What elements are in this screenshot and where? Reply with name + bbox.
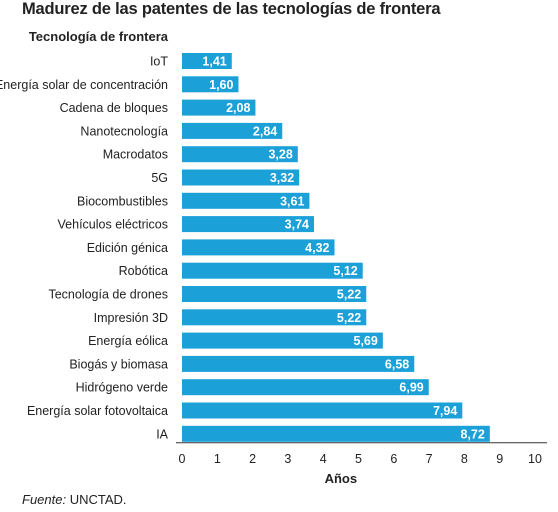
bar-value-label: 5,12	[333, 264, 357, 278]
bar	[182, 355, 415, 372]
category-label: IA	[156, 427, 168, 441]
x-tick-label: 6	[390, 452, 397, 466]
bars-group: IoT 1,41 Energía solar de concentración 1,6…	[0, 53, 490, 442]
bar	[182, 169, 300, 186]
chart-title: Madurez de las patentes de las tecnologí…	[22, 0, 441, 18]
x-tick-label: 5	[355, 452, 362, 466]
bar-value-label: 3,74	[285, 218, 309, 232]
bar-value-label: 5,22	[337, 288, 361, 302]
bar	[182, 53, 232, 69]
x-tick-label: 7	[426, 452, 433, 466]
x-tick-label: 0	[179, 452, 186, 466]
bar-value-label: 2,08	[226, 101, 250, 115]
bar	[182, 286, 367, 302]
x-tick-label: 3	[284, 452, 291, 466]
bar-value-label: 6,58	[385, 357, 409, 371]
bar	[182, 192, 310, 209]
bar-value-label: 3,61	[280, 194, 304, 208]
category-label: Robótica	[119, 264, 168, 278]
bar-value-label: 8,72	[460, 427, 484, 441]
bar	[182, 309, 367, 326]
bar-value-label: 3,32	[270, 171, 294, 185]
x-tick-label: 2	[249, 452, 256, 466]
x-tick-label: 10	[528, 452, 542, 466]
source-label: Fuente:	[22, 492, 67, 507]
category-label: Hidrógeno verde	[76, 381, 168, 395]
bar	[182, 76, 239, 93]
bar-value-label: 1,41	[202, 55, 226, 69]
category-label: Energía solar de concentración	[0, 78, 168, 92]
x-axis-ticks: 0 1 2 3 4 5 6 7 8 9 10	[179, 452, 542, 466]
x-tick-label: 9	[496, 452, 503, 466]
bar	[182, 332, 383, 349]
category-label: Biocombustibles	[77, 194, 168, 208]
bar-value-label: 2,84	[253, 124, 277, 138]
x-tick-label: 4	[320, 452, 327, 466]
bar-value-label: 5,69	[354, 334, 378, 348]
category-label: Tecnología de drones	[48, 288, 168, 302]
category-label: Energía eólica	[88, 334, 168, 348]
category-label: Macrodatos	[103, 148, 168, 162]
category-label: Edición génica	[87, 241, 168, 255]
category-label: Energía solar fotovoltaica	[27, 404, 168, 418]
bar	[182, 216, 315, 233]
bar	[182, 262, 363, 279]
bar-value-label: 1,60	[209, 78, 233, 92]
x-axis-title: Años	[325, 471, 358, 486]
category-label: IoT	[150, 55, 168, 69]
bar-value-label: 3,28	[268, 148, 292, 162]
category-label: Nanotecnología	[80, 124, 168, 138]
bar-value-label: 5,22	[337, 311, 361, 325]
category-label: Biogás y biomasa	[69, 357, 168, 371]
category-header: Tecnología de frontera	[29, 29, 169, 44]
bar	[182, 122, 283, 139]
category-label: Cadena de bloques	[60, 101, 168, 115]
source-note: Fuente: UNCTAD.	[22, 492, 127, 507]
bar-value-label: 7,94	[433, 404, 457, 418]
bar	[182, 239, 335, 256]
category-label: 5G	[151, 171, 168, 185]
x-tick-label: 1	[214, 452, 221, 466]
bar-value-label: 6,99	[399, 381, 423, 395]
source-value: UNCTAD.	[69, 492, 127, 507]
bar	[182, 146, 298, 163]
bar	[182, 379, 429, 396]
bar-value-label: 4,32	[305, 241, 329, 255]
x-tick-label: 8	[461, 452, 468, 466]
category-label: Vehículos eléctricos	[58, 218, 168, 232]
bar	[182, 425, 490, 442]
bar	[182, 402, 463, 419]
category-label: Impresión 3D	[94, 311, 168, 325]
bar	[182, 99, 256, 116]
